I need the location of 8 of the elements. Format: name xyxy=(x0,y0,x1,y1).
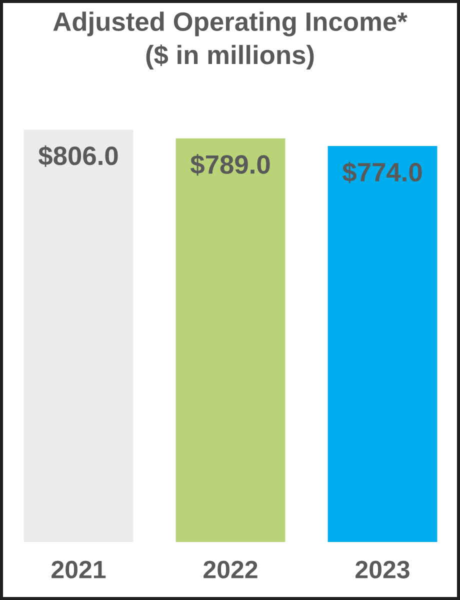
x-tick-label: 2023 xyxy=(356,560,410,578)
data-label: $806.0 xyxy=(38,145,118,167)
chart-title: Adjusted Operating Income* xyxy=(53,12,408,36)
chart-subtitle: ($ in millions) xyxy=(146,44,314,70)
data-label: $774.0 xyxy=(342,162,422,184)
x-tick-label: 2021 xyxy=(52,560,106,578)
x-tick-label: 2022 xyxy=(204,560,258,578)
data-label: $789.0 xyxy=(190,154,270,176)
